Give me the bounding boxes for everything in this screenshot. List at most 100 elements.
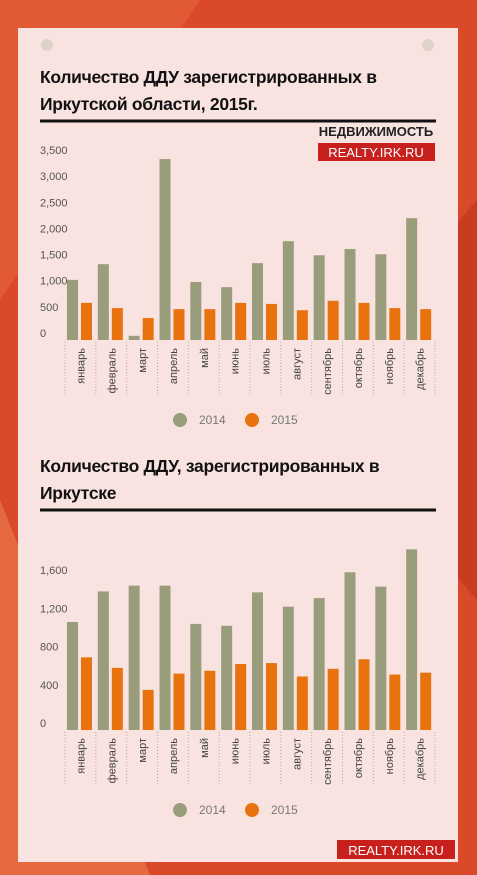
bar (252, 592, 263, 730)
y-tick-label: 400 (40, 680, 58, 692)
y-tick-label: 1,200 (40, 603, 68, 615)
x-tick-label: июнь (230, 738, 242, 764)
bar (344, 249, 356, 340)
bar (204, 670, 216, 730)
bar (389, 674, 401, 730)
chart-title: Количество ДДУ, зарегистрированных в Ирк… (40, 456, 380, 503)
legend-label: 2015 (271, 803, 298, 817)
bar (296, 310, 308, 340)
y-tick-label: 1,500 (40, 250, 68, 262)
bar (375, 254, 387, 340)
x-tick-label: апрель (168, 738, 180, 774)
bar (67, 621, 78, 730)
bar (327, 300, 339, 340)
x-tick-label: май (199, 738, 211, 758)
bar (111, 667, 123, 730)
x-tick-label: октябрь (353, 348, 365, 388)
y-tick-label: 3,000 (40, 171, 68, 183)
bar (81, 302, 92, 340)
x-tick-label: февраль (106, 348, 118, 394)
footer-site: REALTY.IRK.RU (348, 843, 444, 858)
legend-label: 2014 (199, 803, 226, 817)
logo-box (318, 143, 435, 161)
x-tick-label: сентябрь (322, 348, 334, 395)
bar (81, 657, 92, 730)
pin (422, 39, 434, 51)
y-tick-label: 1,000 (40, 276, 68, 288)
bar (358, 302, 370, 340)
bar (190, 281, 202, 340)
x-tick-label: январь (75, 348, 87, 384)
chart-title: Количество ДДУ зарегистрированных в Ирку… (40, 67, 377, 114)
x-tick-label: ноябрь (384, 348, 396, 385)
logo-name: НЕДВИЖИМОСТЬ (319, 124, 433, 139)
footer-box (337, 840, 455, 859)
y-tick-label: 0 (40, 718, 46, 730)
bar (111, 308, 123, 340)
legend-swatch (173, 413, 187, 427)
bar (190, 623, 202, 730)
bar (358, 659, 370, 730)
bar (313, 255, 325, 340)
bar (406, 549, 418, 730)
bar (221, 287, 233, 340)
bar (282, 606, 294, 730)
bar (97, 591, 109, 730)
legend-swatch (173, 803, 187, 817)
y-tick-label: 500 (40, 302, 58, 314)
bar (128, 585, 140, 730)
legend-label: 2015 (271, 413, 298, 427)
bar (142, 318, 154, 340)
bar (173, 673, 185, 730)
legend-label: 2014 (199, 413, 226, 427)
y-tick-label: 2,500 (40, 197, 68, 209)
x-tick-label: август (291, 348, 303, 380)
x-tick-label: июнь (230, 348, 242, 374)
bar (282, 241, 294, 340)
legend-swatch (245, 413, 259, 427)
pin (41, 39, 53, 51)
bar (375, 586, 387, 730)
bar (420, 672, 432, 730)
x-tick-label: ноябрь (384, 738, 396, 775)
x-tick-label: декабрь (415, 738, 427, 780)
x-tick-label: март (137, 738, 149, 763)
logo-site: REALTY.IRK.RU (328, 145, 424, 160)
x-tick-label: июль (260, 348, 272, 375)
bar (327, 668, 339, 730)
x-tick-label: январь (75, 738, 87, 774)
bar (221, 625, 233, 730)
y-tick-label: 0 (40, 328, 46, 340)
bar (389, 308, 401, 340)
bar (266, 303, 277, 340)
bar (97, 264, 109, 340)
bar (235, 664, 247, 730)
bar (344, 572, 356, 730)
x-tick-label: май (199, 348, 211, 368)
bar (313, 598, 325, 730)
y-tick-label: 800 (40, 642, 58, 654)
x-tick-label: июль (260, 738, 272, 765)
bar (235, 302, 247, 340)
bar (173, 309, 185, 340)
bar (252, 263, 263, 340)
bar (128, 335, 140, 340)
y-tick-label: 1,600 (40, 565, 68, 577)
x-tick-label: октябрь (353, 738, 365, 778)
y-tick-label: 2,000 (40, 223, 68, 235)
bar (159, 585, 171, 730)
x-tick-label: апрель (168, 348, 180, 384)
legend-swatch (245, 803, 259, 817)
bar (142, 689, 154, 730)
x-tick-label: сентябрь (322, 738, 334, 785)
x-tick-label: март (137, 348, 149, 373)
x-tick-label: декабрь (415, 348, 427, 390)
x-tick-label: август (291, 738, 303, 770)
bar (67, 279, 78, 340)
y-tick-label: 3,500 (40, 145, 68, 157)
bar (296, 676, 308, 730)
bar (406, 218, 418, 340)
bar (204, 309, 216, 340)
